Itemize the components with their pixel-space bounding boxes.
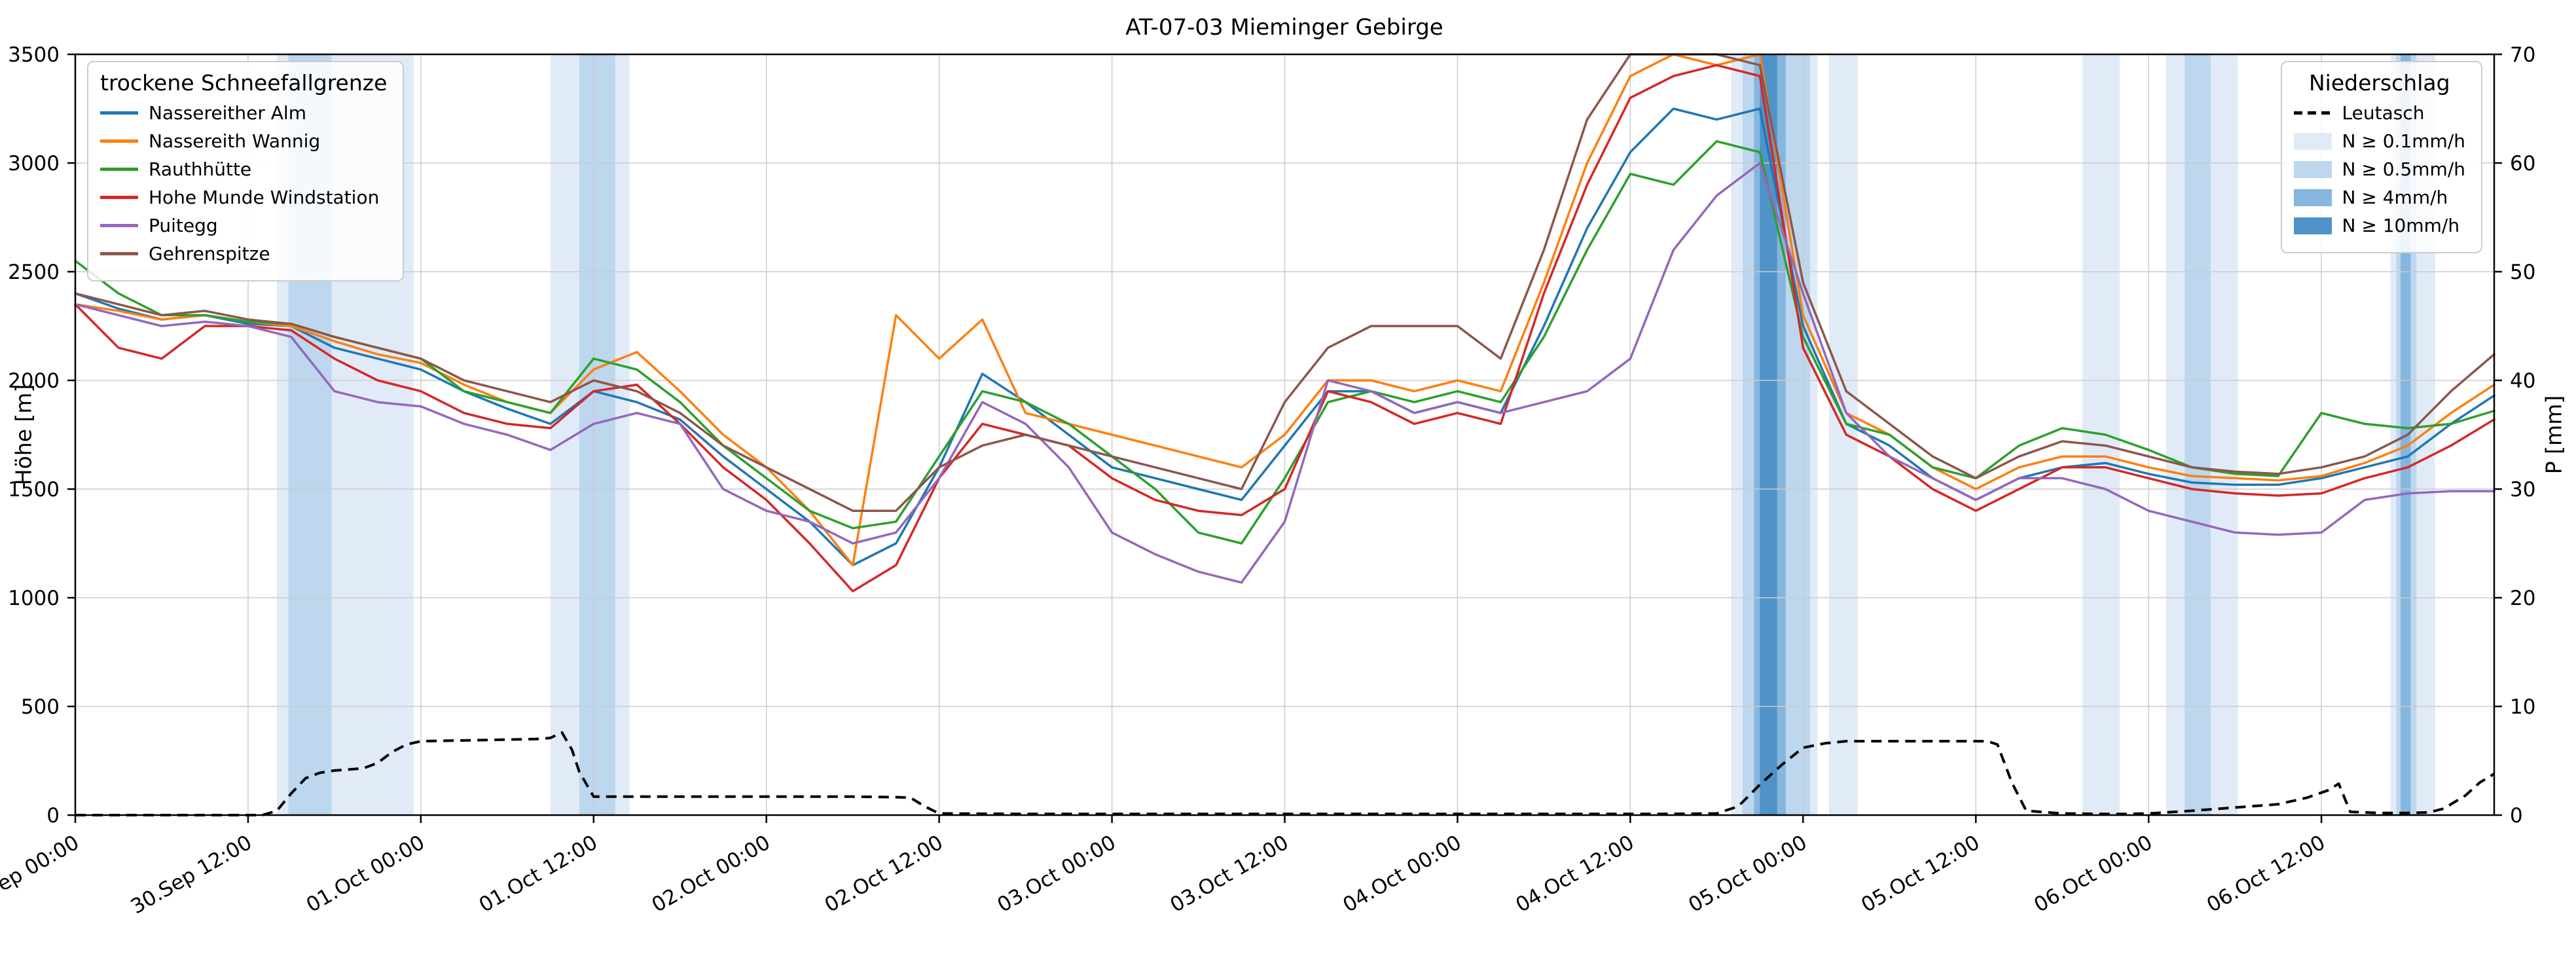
precip-patch-swatch xyxy=(2293,217,2332,234)
legend-item: Nassereith Wannig xyxy=(100,130,387,152)
line-swatch xyxy=(100,224,138,227)
legend-item-label: Nassereith Wannig xyxy=(149,130,321,152)
precip-patch-swatch xyxy=(2293,160,2332,178)
line-swatch xyxy=(100,168,138,171)
line-swatch xyxy=(100,139,138,143)
svg-text:01.Oct 00:00: 01.Oct 00:00 xyxy=(302,831,429,917)
legend-item: Leutasch xyxy=(2293,102,2465,124)
precip-bands xyxy=(276,54,2435,815)
line-swatch xyxy=(100,196,138,199)
legend-snowfall-title: trockene Schneefallgrenze xyxy=(100,70,388,96)
legend-item: Rauthhütte xyxy=(100,158,387,180)
series-lines xyxy=(74,53,2495,593)
svg-text:500: 500 xyxy=(21,695,60,719)
leutasch-line xyxy=(75,731,2495,816)
svg-text:04.Oct 12:00: 04.Oct 12:00 xyxy=(1512,831,1638,917)
svg-text:70: 70 xyxy=(2510,43,2535,67)
svg-text:3500: 3500 xyxy=(8,43,60,67)
svg-text:02.Oct 12:00: 02.Oct 12:00 xyxy=(821,831,947,917)
legend-snowfall: trockene Schneefallgrenze Nassereither A… xyxy=(87,61,405,282)
svg-text:10: 10 xyxy=(2510,695,2535,719)
precip-patch-swatch xyxy=(2293,189,2332,206)
svg-text:06.Oct 00:00: 06.Oct 00:00 xyxy=(2030,831,2156,917)
legend-item-label: Puitegg xyxy=(149,215,218,236)
line-swatch xyxy=(100,252,138,255)
svg-text:1000: 1000 xyxy=(8,587,60,610)
svg-text:20: 20 xyxy=(2510,587,2535,610)
svg-text:05.Oct 00:00: 05.Oct 00:00 xyxy=(1684,831,1811,917)
legend-item-label: N ≥ 4mm/h xyxy=(2342,187,2448,208)
legend-item: N ≥ 10mm/h xyxy=(2293,215,2465,236)
legend-item-label: Leutasch xyxy=(2342,102,2425,124)
svg-text:03.Oct 12:00: 03.Oct 12:00 xyxy=(1166,831,1292,917)
legend-item-label: Gehrenspitze xyxy=(149,243,270,265)
svg-text:3000: 3000 xyxy=(8,152,60,175)
chart-title: AT-07-03 Mieminger Gebirge xyxy=(1125,14,1443,41)
svg-text:30.Sep 00:00: 30.Sep 00:00 xyxy=(0,831,83,919)
legend-item-label: Nassereither Alm xyxy=(149,102,306,124)
svg-text:04.Oct 00:00: 04.Oct 00:00 xyxy=(1339,831,1465,917)
svg-text:03.Oct 00:00: 03.Oct 00:00 xyxy=(994,831,1120,917)
svg-text:02.Oct 00:00: 02.Oct 00:00 xyxy=(648,831,774,917)
svg-text:05.Oct 12:00: 05.Oct 12:00 xyxy=(1857,831,1984,917)
legend-item: N ≥ 0.5mm/h xyxy=(2293,158,2465,180)
svg-text:2500: 2500 xyxy=(8,261,60,284)
legend-item-label: N ≥ 0.5mm/h xyxy=(2342,158,2465,180)
legend-item-label: Hohe Munde Windstation xyxy=(149,187,380,208)
legend-item: Nassereither Alm xyxy=(100,102,387,124)
legend-item-label: N ≥ 0.1mm/h xyxy=(2342,130,2465,152)
svg-text:50: 50 xyxy=(2510,261,2535,284)
dashed-line-swatch xyxy=(2293,111,2332,115)
svg-text:30: 30 xyxy=(2510,478,2535,502)
svg-text:60: 60 xyxy=(2510,152,2535,175)
legend-item: N ≥ 4mm/h xyxy=(2293,187,2465,208)
y2-axis-label: P [mm] xyxy=(2541,395,2567,475)
svg-text:2000: 2000 xyxy=(8,369,60,393)
legend-item: Gehrenspitze xyxy=(100,243,387,265)
legend-item: N ≥ 0.1mm/h xyxy=(2293,130,2465,152)
line-swatch xyxy=(100,111,138,115)
svg-text:01.Oct 12:00: 01.Oct 12:00 xyxy=(475,831,602,917)
svg-text:0: 0 xyxy=(46,804,60,828)
svg-text:30.Sep 12:00: 30.Sep 12:00 xyxy=(127,831,256,919)
y-axis-label: Höhe [m] xyxy=(10,384,37,486)
svg-text:40: 40 xyxy=(2510,369,2535,393)
svg-text:06.Oct 12:00: 06.Oct 12:00 xyxy=(2203,831,2329,917)
legend-item-label: N ≥ 10mm/h xyxy=(2342,215,2460,236)
legend-item: Puitegg xyxy=(100,215,387,236)
legend-item: Hohe Munde Windstation xyxy=(100,187,387,208)
legend-precip-title: Niederschlag xyxy=(2308,70,2450,96)
precip-patch-swatch xyxy=(2293,132,2332,150)
legend-precip: Niederschlag Leutasch N ≥ 0.1mm/h N ≥ 0.… xyxy=(2280,61,2482,253)
svg-text:0: 0 xyxy=(2510,804,2523,828)
legend-item-label: Rauthhütte xyxy=(149,158,252,180)
svg-text:1500: 1500 xyxy=(8,478,60,502)
